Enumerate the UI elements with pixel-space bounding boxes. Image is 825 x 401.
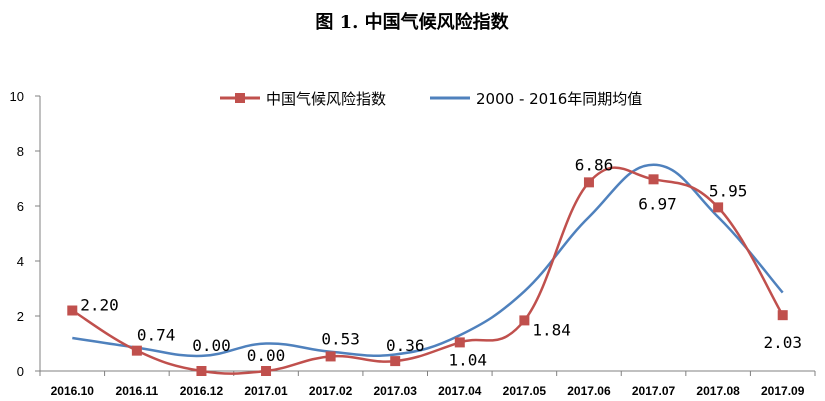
data-label: 5.95 (709, 181, 748, 200)
data-point-marker (777, 310, 788, 321)
y-ticks: 0 2 4 6 8 10 (10, 89, 40, 379)
legend: 中国气候风险指数 2000 - 2016年同期均值 (220, 90, 642, 108)
data-point-marker (67, 305, 78, 316)
data-label: 0.53 (321, 329, 360, 348)
legend-label-historical-mean: 2000 - 2016年同期均值 (476, 90, 642, 108)
x-tick-label: 2017.05 (503, 384, 547, 398)
data-label: 0.00 (247, 346, 286, 365)
data-point-marker (519, 315, 530, 326)
y-tick-label: 4 (17, 254, 24, 269)
x-tick-label: 2017.06 (567, 384, 611, 398)
data-point-marker (131, 345, 142, 356)
x-tick-label: 2017.04 (438, 384, 482, 398)
legend-marker-risk-index (235, 93, 245, 103)
y-tick-label: 2 (17, 309, 24, 324)
data-label: 6.86 (575, 155, 614, 174)
x-tick-label: 2016.12 (180, 384, 224, 398)
data-label: 2.03 (763, 333, 802, 352)
x-tick-label: 2017.07 (632, 384, 676, 398)
data-point-marker (196, 366, 207, 376)
data-point-marker (325, 351, 336, 362)
y-tick-label: 6 (17, 199, 24, 214)
data-label: 0.74 (137, 326, 176, 345)
data-labels: 2.20 0.74 0.00 0.00 0.53 0.36 1.04 1.84 6.86 6.97… (80, 155, 802, 369)
legend-label-risk-index: 中国气候风险指数 (266, 90, 386, 108)
chart-title: 图 1. 中国气候风险指数 (315, 11, 509, 33)
data-label: 6.97 (638, 194, 677, 213)
x-tick-label: 2017.09 (761, 384, 805, 398)
data-point-marker (583, 177, 594, 188)
series-line-historical-mean (72, 163, 784, 358)
data-label: 0.00 (192, 336, 231, 355)
x-tick-label: 2016.10 (51, 384, 95, 398)
data-point-marker (454, 337, 465, 348)
y-tick-label: 0 (17, 364, 24, 379)
data-label: 1.04 (449, 350, 488, 369)
data-label: 2.20 (80, 296, 119, 315)
data-label: 0.36 (386, 336, 425, 355)
x-tick-label: 2017.03 (374, 384, 418, 398)
series-layer (67, 163, 788, 376)
y-tick-label: 8 (17, 144, 24, 159)
x-tick-label: 2016.11 (116, 384, 159, 398)
data-point-marker (648, 174, 659, 185)
data-point-marker (713, 202, 724, 213)
y-tick-label: 10 (10, 89, 24, 104)
data-label: 1.84 (532, 320, 571, 339)
data-point-marker (261, 366, 272, 376)
data-point-marker (390, 356, 401, 367)
x-tick-label: 2017.08 (696, 384, 740, 398)
x-tick-label: 2017.01 (244, 384, 288, 398)
x-tick-label: 2017.02 (309, 384, 353, 398)
x-ticks: 2016.10 2016.11 2016.12 2017.01 2017.02 2017.… (39, 371, 816, 398)
